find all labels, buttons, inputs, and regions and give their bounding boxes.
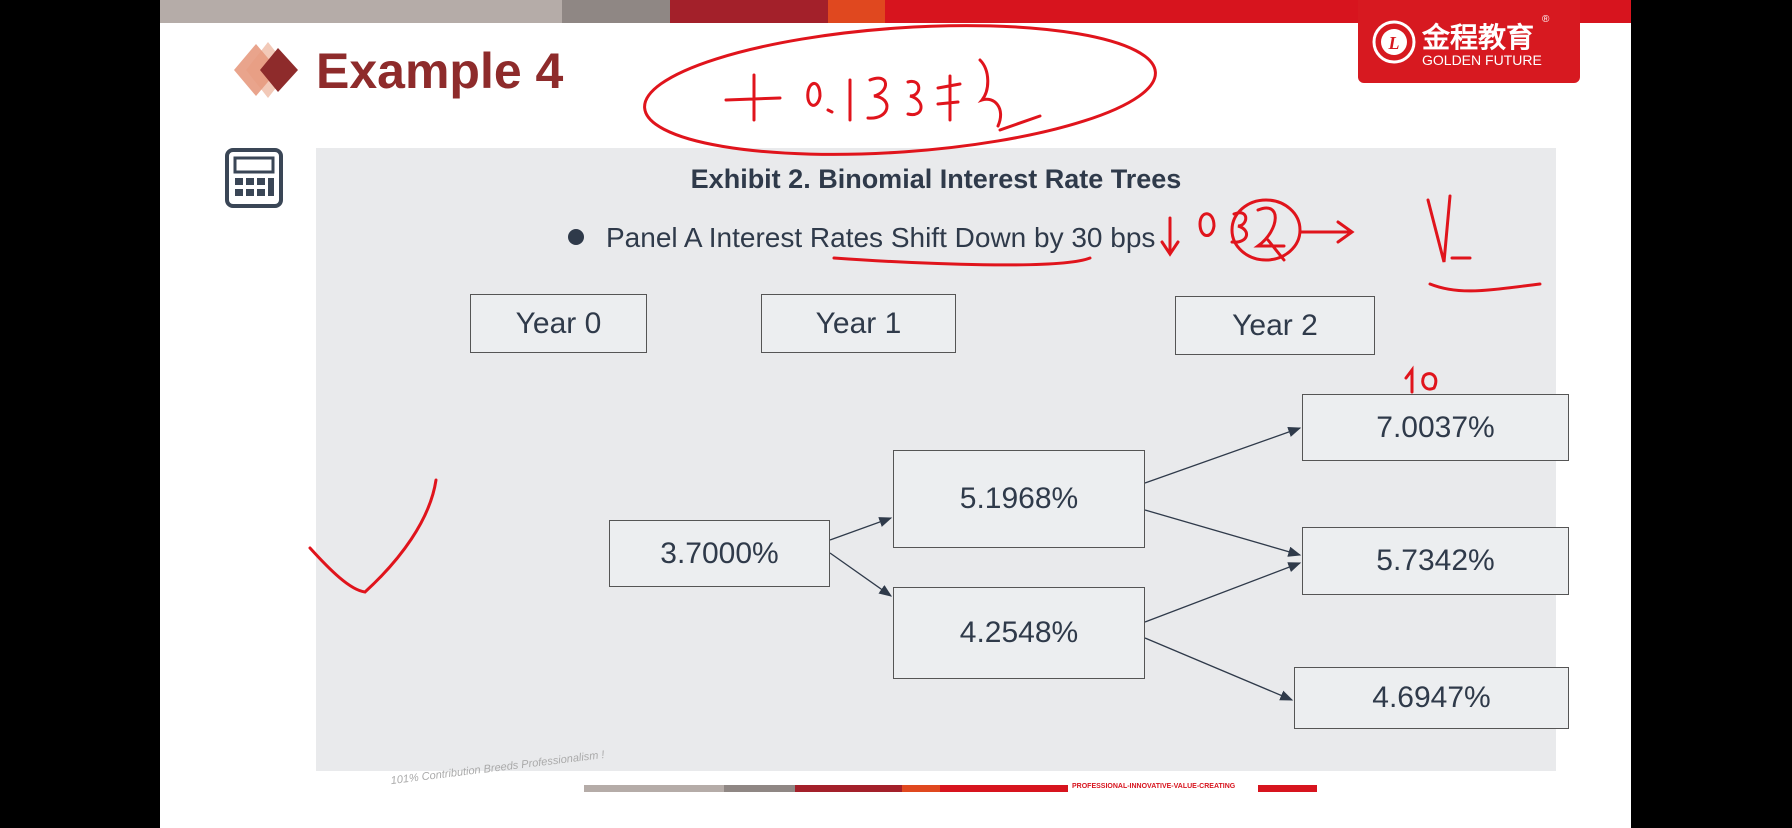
logo-registered: ® — [1542, 14, 1550, 25]
logo-seal-icon: L — [1372, 20, 1416, 64]
node-year1-down: 4.2548% — [893, 587, 1145, 679]
year-2-label: Year 2 — [1175, 296, 1375, 355]
top-bar-segment — [160, 0, 562, 23]
exhibit-panel: Exhibit 2. Binomial Interest Rate Trees … — [316, 148, 1569, 771]
footer-bar-segment — [940, 785, 1068, 792]
calculator-icon — [225, 148, 283, 208]
node-year2-dd: 4.6947% — [1294, 667, 1569, 729]
bullet-dot — [568, 228, 584, 245]
node-year0: 3.7000% — [609, 520, 830, 587]
svg-text:L: L — [1388, 33, 1400, 53]
top-bar-segment — [828, 0, 885, 23]
footer-bar-segment — [902, 785, 940, 792]
logo-chinese: 金程教育 — [1422, 22, 1535, 53]
footer-bar-segment — [795, 785, 902, 792]
node-year2-ud: 5.7342% — [1302, 527, 1569, 595]
diamond-logo-icon — [234, 42, 298, 98]
panel-bullet: Panel A Interest Rates Shift Down by 30 … — [568, 222, 1155, 254]
page-title: Example 4 — [316, 43, 564, 99]
arrow-up-uu — [1144, 427, 1302, 484]
bullet-text: Panel A Interest Rates Shift Down by 30 … — [606, 222, 1156, 253]
year-0-label: Year 0 — [470, 294, 647, 353]
arrow-down-ud — [1144, 562, 1302, 623]
node-year2-uu: 7.0037% — [1302, 394, 1569, 461]
exhibit-title: Exhibit 2. Binomial Interest Rate Trees — [690, 164, 1182, 194]
arrow-y0-up — [829, 517, 893, 541]
arrow-y0-down — [829, 552, 893, 597]
arrow-down-dd — [1144, 637, 1294, 701]
arrow-up-ud — [1144, 509, 1302, 557]
footer-bar-segment — [1258, 785, 1317, 792]
handwritten-annotations — [308, 24, 1542, 594]
slide: Example 4 L 金程教育 ® GOLDEN FUTURE Exhibit… — [160, 0, 1631, 828]
tree-arrows — [829, 427, 1302, 701]
top-bar-segment — [670, 0, 828, 23]
footer-bar-segment — [724, 785, 795, 792]
logo-english: GOLDEN FUTURE — [1422, 52, 1542, 68]
year-1-label: Year 1 — [761, 294, 956, 353]
footer-bar-segment — [584, 785, 724, 792]
logo: L 金程教育 ® GOLDEN FUTURE — [1358, 0, 1580, 83]
node-year1-up: 5.1968% — [893, 450, 1145, 548]
footer-tagline: PROFESSIONAL-INNOVATIVE-VALUE-CREATING — [1072, 783, 1236, 790]
top-bar-segment — [562, 0, 670, 23]
